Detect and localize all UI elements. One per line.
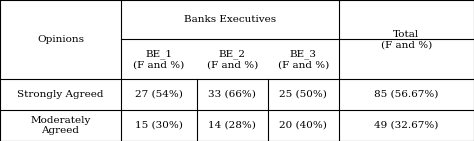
Text: Banks Executives: Banks Executives [184, 15, 276, 24]
Text: 14 (28%): 14 (28%) [208, 121, 256, 130]
Text: BE_1
(F and %): BE_1 (F and %) [133, 49, 184, 69]
Text: 27 (54%): 27 (54%) [135, 90, 183, 99]
Text: 15 (30%): 15 (30%) [135, 121, 183, 130]
Text: Opinions: Opinions [37, 35, 84, 44]
Text: 25 (50%): 25 (50%) [279, 90, 328, 99]
Text: Strongly Agreed: Strongly Agreed [17, 90, 104, 99]
Text: 20 (40%): 20 (40%) [279, 121, 328, 130]
Text: Moderately
Agreed: Moderately Agreed [30, 116, 91, 135]
Text: 33 (66%): 33 (66%) [208, 90, 256, 99]
Text: 49 (32.67%): 49 (32.67%) [374, 121, 438, 130]
Text: Total
(F and %): Total (F and %) [381, 30, 432, 49]
Text: BE_3
(F and %): BE_3 (F and %) [278, 49, 329, 69]
Text: 85 (56.67%): 85 (56.67%) [374, 90, 438, 99]
Text: BE_2
(F and %): BE_2 (F and %) [207, 49, 258, 69]
